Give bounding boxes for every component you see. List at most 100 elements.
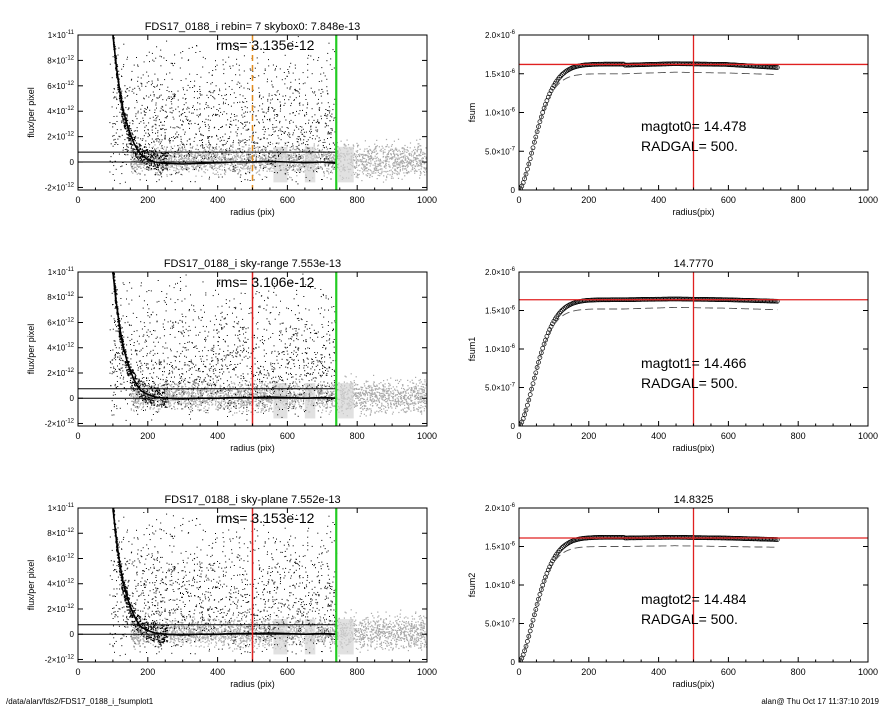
scatter-point-black (215, 114, 217, 116)
scatter-point-black (149, 109, 151, 111)
scatter-point-gray (235, 160, 237, 162)
scatter-point-gray (418, 169, 420, 171)
scatter-point-gray (317, 163, 319, 165)
scatter-point-gray (383, 170, 385, 173)
scatter-point-gray (148, 152, 150, 154)
scatter-point-gray (378, 146, 380, 148)
scatter-point-core (131, 132, 133, 134)
scatter-point-black (257, 137, 259, 139)
scatter-point-gray (359, 159, 362, 161)
scatter-point-gray (366, 167, 368, 169)
scatter-point-gray (249, 149, 251, 151)
scatter-point-gray (196, 165, 198, 167)
scatter-point-black (209, 119, 211, 121)
scatter-point-black (304, 114, 306, 116)
scatter-point-black (329, 115, 331, 117)
scatter-point-gray (166, 174, 168, 176)
scatter-point-black (144, 174, 146, 176)
scatter-point-black (242, 116, 244, 118)
scatter-point-black (182, 113, 184, 115)
scatter-point-gray (235, 149, 237, 151)
scatter-point-gray (406, 146, 409, 148)
scatter-point-black (242, 123, 244, 125)
scatter-point-gray (296, 158, 298, 160)
scatter-point-gray (382, 153, 384, 155)
scatter-point-core (135, 149, 137, 151)
scatter-point-black (276, 65, 277, 67)
scatter-point-gray (361, 153, 363, 156)
scatter-point-black (307, 102, 309, 104)
scatter-point-black (193, 156, 195, 158)
scatter-point-black (133, 92, 135, 94)
scatter-point-black (253, 179, 255, 181)
scatter-point-black (303, 142, 304, 144)
scatter-point-gray (197, 159, 200, 161)
scatter-point-black (244, 121, 246, 123)
scatter-point-gray (254, 150, 257, 152)
scatter-point-gray (194, 152, 196, 154)
scatter-point-black (164, 132, 166, 134)
scatter-point-black (246, 162, 248, 164)
scatter-point-black (268, 59, 269, 61)
scatter-point-gray (319, 167, 321, 170)
scatter-point-black (117, 138, 119, 140)
scatter-point-black (134, 87, 136, 89)
scatter-point-black (160, 129, 162, 130)
scatter-point-black (208, 115, 210, 117)
scatter-point-core (156, 155, 158, 157)
scatter-point-gray (359, 155, 361, 158)
scatter-point-gray (294, 154, 296, 156)
scatter-point-black (131, 146, 132, 148)
scatter-point-core (122, 112, 124, 114)
scatter-point-gray (188, 167, 190, 170)
scatter-point-black (247, 88, 249, 90)
scatter-point-core (111, 13, 112, 14)
scatter-point-black (135, 113, 137, 115)
scatter-point-gray (388, 156, 390, 158)
scatter-point-gray (239, 170, 242, 172)
scatter-point-black (296, 138, 298, 140)
scatter-point-black (327, 133, 329, 135)
scatter-point-gray (419, 170, 421, 173)
scatter-point-black (264, 69, 266, 71)
scatter-point-black (321, 89, 323, 90)
scatter-point-gray (255, 158, 257, 160)
scatter-point-black (267, 100, 269, 102)
scatter-point-core (111, 23, 112, 24)
scatter-point-black (121, 68, 123, 70)
scatter-point-gray (391, 156, 393, 158)
scatter-point-black (271, 80, 273, 82)
scatter-point-black (245, 124, 247, 126)
scatter-point-gray (171, 156, 173, 158)
scatter-point-gray (302, 163, 304, 165)
scatter-point-gray (134, 158, 137, 160)
scatter-point-black (135, 130, 137, 132)
scatter-point-black (330, 178, 332, 180)
scatter-point-black (158, 96, 160, 98)
scatter-point-gray (205, 165, 207, 167)
scatter-point-gray (132, 165, 134, 167)
scatter-point-black (299, 88, 301, 90)
scatter-point-gray (251, 158, 253, 160)
scatter-point-gray (382, 151, 384, 154)
scatter-point-gray (220, 163, 222, 165)
scatter-point-gray (241, 167, 243, 169)
scatter-point-gray (368, 157, 370, 159)
scatter-point-gray (267, 162, 269, 165)
scatter-point-black (234, 115, 236, 117)
scatter-point-gray (292, 154, 294, 156)
scatter-point-black (167, 97, 169, 99)
scatter-point-black (297, 183, 299, 185)
scatter-point-gray (364, 161, 367, 163)
scatter-point-gray (244, 168, 246, 170)
scatter-point-gray (187, 167, 189, 169)
scatter-point-core (146, 149, 148, 151)
scatter-point-black (152, 147, 153, 149)
scatter-point-black (155, 124, 157, 126)
y-tick-label: 4×10-12 (47, 106, 74, 116)
scatter-point-gray (423, 152, 425, 154)
scatter-point-black (321, 102, 323, 104)
scatter-point-gray (169, 154, 171, 156)
scatter-point-black (157, 78, 159, 80)
